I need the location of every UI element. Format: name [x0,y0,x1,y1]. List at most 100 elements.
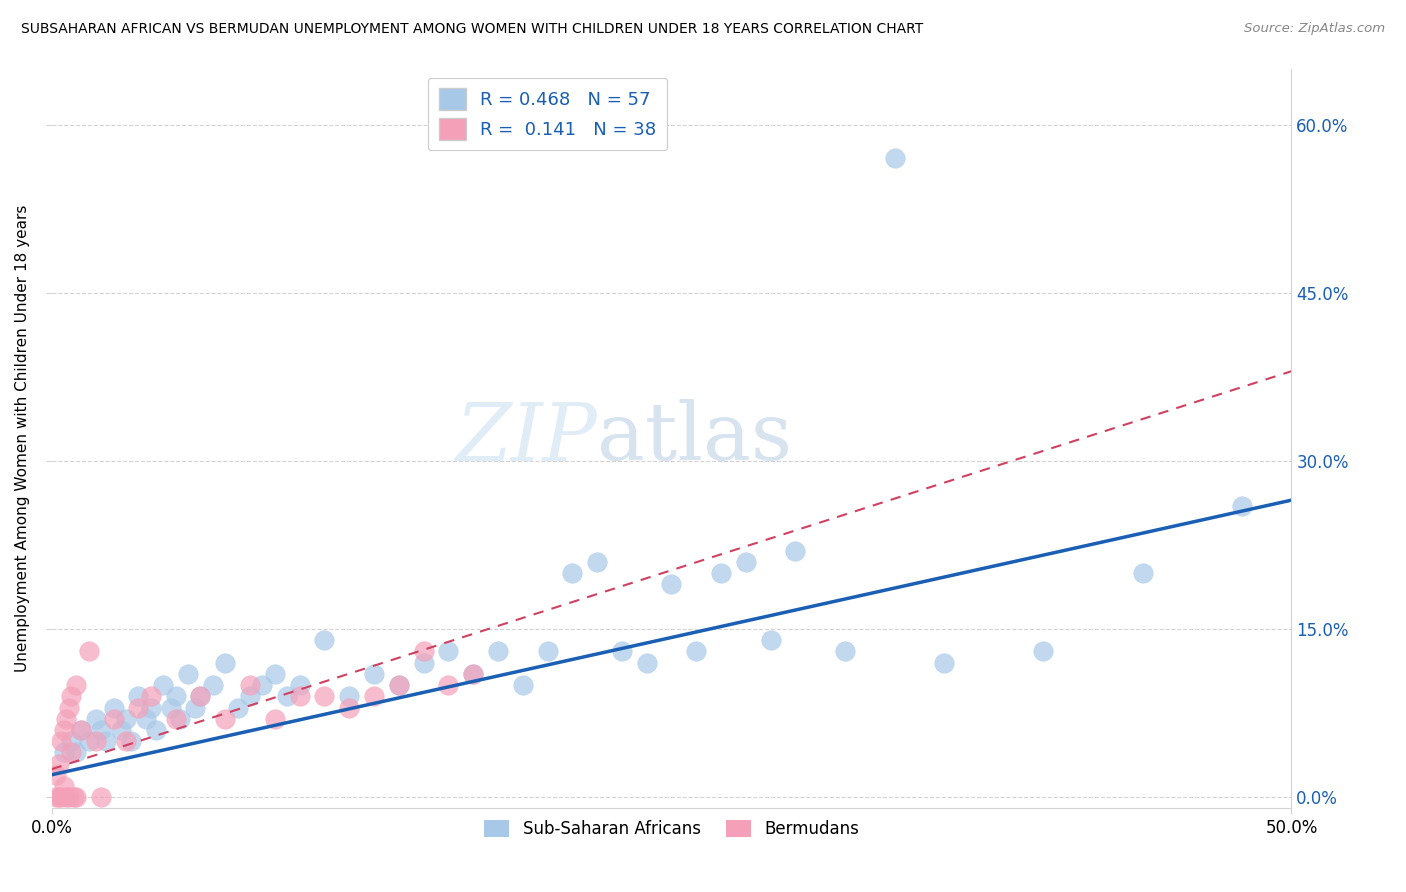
Point [412,656,434,670]
Point [1230,499,1253,513]
Point [214,712,236,726]
Point [337,700,360,714]
Text: ZIP: ZIP [456,400,598,477]
Point [103,700,125,714]
Point [90,790,112,805]
Point [883,151,905,165]
Point [84,712,107,726]
Point [55,790,77,805]
Point [52,745,75,759]
Point [785,543,807,558]
Point [437,678,460,692]
Text: atlas: atlas [598,400,792,477]
Point [239,690,262,704]
Point [177,667,200,681]
Point [77,734,100,748]
Point [263,712,285,726]
Point [52,723,75,737]
Point [65,678,87,692]
Point [412,644,434,658]
Point [51,790,73,805]
Point [314,690,336,704]
Point [610,644,633,658]
Point [48,756,70,771]
Point [63,790,86,805]
Legend: Sub-Saharan Africans, Bermudans: Sub-Saharan Africans, Bermudans [478,813,866,845]
Point [314,633,336,648]
Point [103,712,125,726]
Point [188,690,211,704]
Point [94,734,117,748]
Point [60,734,83,748]
Point [115,712,138,726]
Point [58,790,80,805]
Point [165,712,187,726]
Point [363,667,385,681]
Point [77,644,100,658]
Point [110,723,132,737]
Point [159,700,181,714]
Point [1132,566,1154,580]
Point [239,678,262,692]
Point [184,700,207,714]
Point [934,656,956,670]
Point [201,678,224,692]
Point [139,690,162,704]
Point [685,644,707,658]
Point [58,700,80,714]
Point [51,734,73,748]
Point [461,667,484,681]
Point [152,678,174,692]
Point [55,712,77,726]
Point [337,690,360,704]
Point [169,712,191,726]
Point [84,734,107,748]
Text: Source: ZipAtlas.com: Source: ZipAtlas.com [1244,22,1385,36]
Point [45,768,67,782]
Point [165,690,187,704]
Point [388,678,411,692]
Point [561,566,583,580]
Point [135,712,157,726]
Point [52,779,75,793]
Point [512,678,534,692]
Point [586,555,609,569]
Point [70,723,93,737]
Point [363,690,385,704]
Point [115,734,138,748]
Point [288,690,311,704]
Point [70,723,93,737]
Point [214,656,236,670]
Point [834,644,856,658]
Text: SUBSAHARAN AFRICAN VS BERMUDAN UNEMPLOYMENT AMONG WOMEN WITH CHILDREN UNDER 18 Y: SUBSAHARAN AFRICAN VS BERMUDAN UNEMPLOYM… [21,22,924,37]
Point [188,690,211,704]
Point [710,566,733,580]
Point [226,700,249,714]
Point [661,577,683,591]
Point [139,700,162,714]
Point [127,700,149,714]
Point [48,790,70,805]
Point [60,745,83,759]
Y-axis label: Unemployment Among Women with Children Under 18 years: Unemployment Among Women with Children U… [15,205,30,673]
Point [65,745,87,759]
Point [127,690,149,704]
Point [461,667,484,681]
Point [145,723,167,737]
Point [536,644,558,658]
Point [120,734,142,748]
Point [1032,644,1054,658]
Point [735,555,758,569]
Point [65,790,87,805]
Point [276,690,298,704]
Point [636,656,658,670]
Point [288,678,311,692]
Point [263,667,285,681]
Point [388,678,411,692]
Point [759,633,782,648]
Point [252,678,274,692]
Point [60,690,83,704]
Point [45,790,67,805]
Point [486,644,509,658]
Point [90,723,112,737]
